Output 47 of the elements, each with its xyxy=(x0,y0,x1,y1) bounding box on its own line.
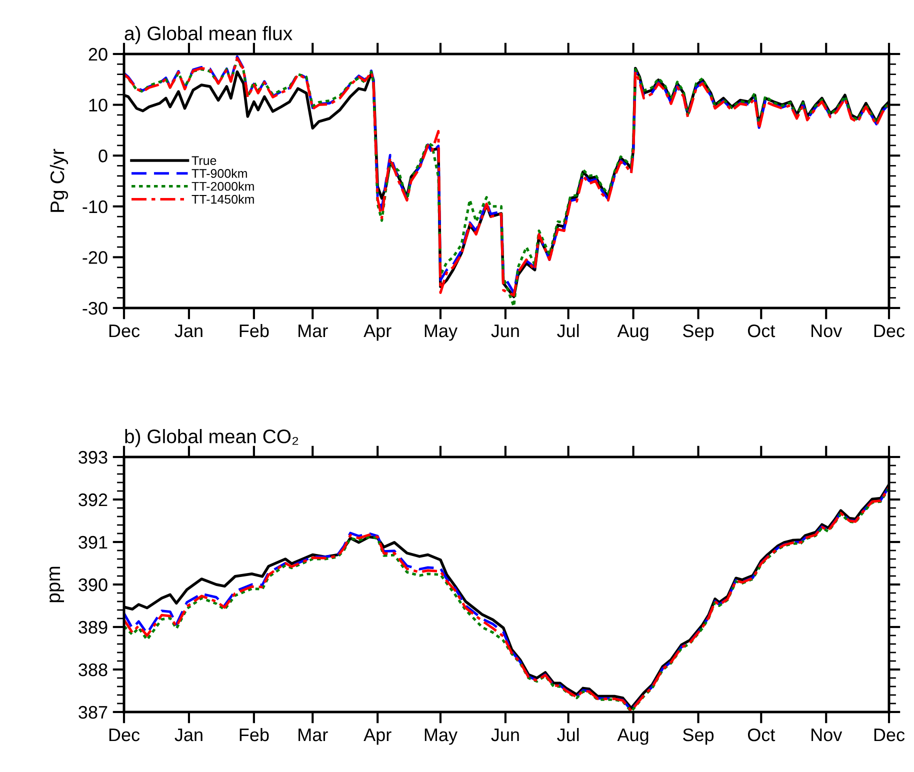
y-tick-label: 393 xyxy=(78,450,108,464)
x-tick-label: Jun xyxy=(491,728,519,742)
x-tick-label: Feb xyxy=(240,728,269,742)
x-tick-label: Nov xyxy=(812,324,842,338)
legend-label: TT-2000km xyxy=(192,182,254,191)
y-tick-label: -10 xyxy=(82,200,108,214)
x-tick-label: Nov xyxy=(812,728,842,742)
y-tick-label: -20 xyxy=(82,251,108,264)
x-tick-label: Jul xyxy=(557,324,579,338)
y-tick-label: 387 xyxy=(78,706,108,719)
x-tick-label: Jul xyxy=(557,728,579,742)
x-tick-label: Apr xyxy=(364,324,392,341)
x-tick-label: Jan xyxy=(174,324,202,338)
x-tick-label: Oct xyxy=(748,324,776,338)
x-tick-label: Dec xyxy=(109,728,140,742)
x-tick-label: Mar xyxy=(298,728,328,742)
x-tick-label: Apr xyxy=(364,728,392,745)
y-axis-title: ppm xyxy=(50,566,64,602)
x-tick-label: May xyxy=(424,324,458,341)
x-tick-label: Feb xyxy=(240,324,269,338)
x-tick-label: Oct xyxy=(748,728,776,742)
x-tick-label: Sep xyxy=(683,324,714,341)
x-tick-label: Jan xyxy=(174,728,202,742)
x-tick-label: Sep xyxy=(683,728,714,745)
x-tick-label: Aug xyxy=(617,324,648,341)
chart-title: a) Global mean flux xyxy=(124,26,292,44)
y-tick-label: 10 xyxy=(89,98,108,112)
legend-label: TT-900km xyxy=(192,168,247,178)
y-tick-label: 390 xyxy=(78,578,108,592)
x-tick-label: May xyxy=(424,728,458,745)
legend-label: True xyxy=(192,156,216,165)
chart-title: b) Global mean CO₂ xyxy=(125,429,298,448)
y-tick-label: -30 xyxy=(82,302,108,315)
x-tick-label: Mar xyxy=(298,324,328,338)
legend-label: TT-1450km xyxy=(192,194,254,204)
x-tick-label: Dec xyxy=(109,324,140,338)
y-tick-label: 391 xyxy=(78,536,108,549)
x-tick-label: Dec xyxy=(874,324,905,338)
y-axis-title: Pg C/yr xyxy=(50,148,68,212)
y-tick-label: 0 xyxy=(98,150,108,162)
y-tick-label: 389 xyxy=(78,620,108,634)
y-tick-label: 392 xyxy=(78,493,108,506)
y-tick-label: 388 xyxy=(78,663,108,676)
y-tick-label: 20 xyxy=(88,48,108,61)
x-tick-label: Jun xyxy=(491,324,519,338)
x-tick-label: Dec xyxy=(874,728,905,742)
x-tick-label: Aug xyxy=(617,728,648,745)
